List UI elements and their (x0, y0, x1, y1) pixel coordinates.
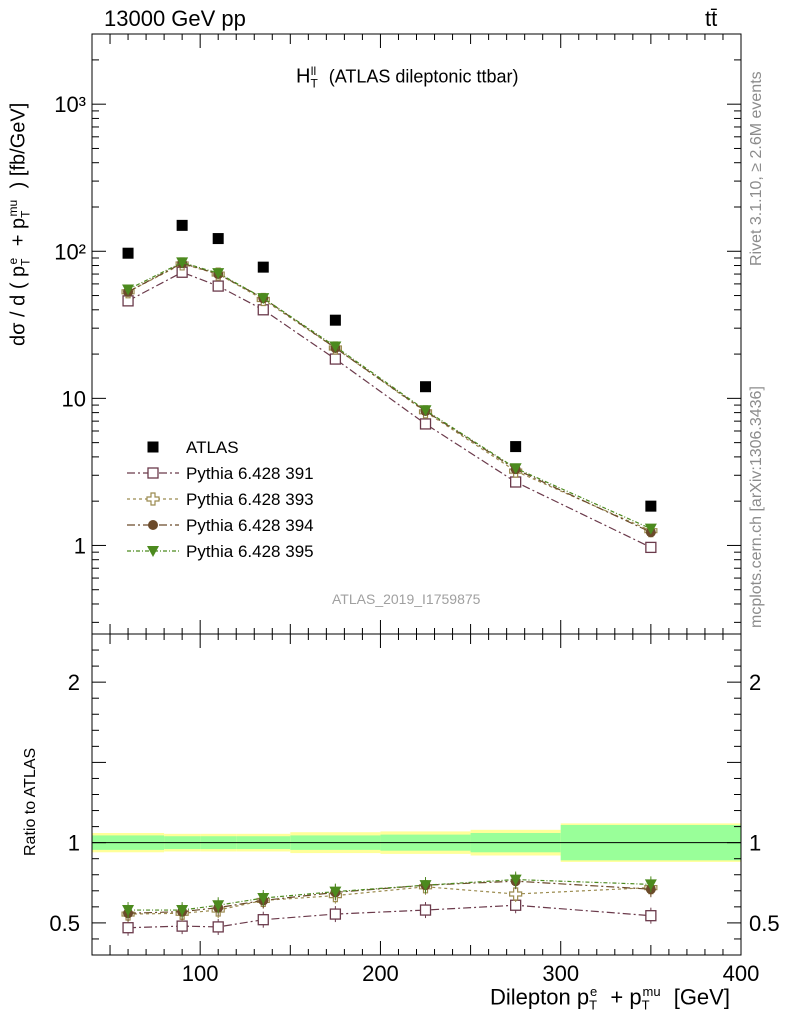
ratio-ytick-label-left: 2 (68, 670, 80, 695)
ratio-ytick-label-right: 2 (749, 670, 761, 695)
main-marks (121, 219, 658, 554)
main-point-s4-7 (644, 523, 657, 535)
main-ytick-label: 10 (62, 386, 86, 411)
main-point-s0-0 (122, 247, 134, 259)
main-point-s4-3 (257, 293, 270, 305)
chart-title-main: H (296, 65, 311, 88)
x-axis-label: Dilepton pTe + pTmu [GeV] (490, 984, 730, 1013)
main-line-series-3 (127, 262, 652, 533)
main-point-s0-2 (212, 233, 224, 245)
main-ytick-label: 10² (54, 239, 86, 264)
ratio-point-s3-7 (644, 879, 657, 891)
ratio-line-series-2 (128, 880, 651, 914)
ratio-point-s3-6 (509, 874, 522, 886)
ratio-ytick-label-left: 1 (68, 831, 80, 856)
main-point-s4-0 (122, 284, 135, 296)
main-point-s0-5 (420, 381, 432, 393)
ratio-line-series-1 (128, 886, 651, 915)
main-point-s0-7 (645, 500, 657, 512)
chart-title-suffix: (ATLAS dileptonic ttbar) (328, 66, 519, 87)
main-point-s4-6 (509, 463, 522, 475)
ratio-marks (121, 871, 658, 936)
main-point-s4-2 (212, 268, 225, 280)
main-point-s0-3 (257, 261, 269, 273)
main-ytick-label: 10³ (54, 92, 86, 117)
main-line-series-4 (127, 261, 652, 530)
legend-marker-4 (147, 546, 159, 557)
axes: 1 10 10² 10³ 100 200 300 400 0.5 0.5 1 1 2 2 (49, 33, 780, 986)
ratio-line-series-3 (128, 878, 651, 911)
header-energy: 13000 GeV pp (104, 6, 246, 31)
analysis-watermark: ATLAS_2019_I1759875 (332, 591, 481, 607)
ratio-point-s3-4 (329, 886, 342, 898)
main-point-s1-6 (510, 476, 522, 488)
main-point-s4-4 (329, 341, 342, 353)
ratio-point-s3-2 (212, 900, 225, 912)
legend-label-3: Pythia 6.428 394 (186, 516, 314, 535)
main-point-s0-1 (176, 219, 188, 231)
ratio-ytick-label-right: 1 (749, 831, 761, 856)
ratio-xtick-label: 100 (182, 961, 219, 986)
chart-title-sup: ll (310, 64, 317, 78)
main-point-s1-3 (257, 304, 269, 316)
ratio-ytick-label-right: 0.5 (749, 911, 780, 936)
ratio-point-s0-7 (645, 910, 657, 922)
main-point-s4-5 (419, 405, 432, 417)
header-process: tt̄ (705, 6, 718, 31)
main-point-s4-1 (176, 257, 189, 269)
chart-title-sub: T (310, 76, 318, 91)
ratio-point-s3-5 (419, 880, 432, 892)
ratio-point-s0-4 (329, 908, 342, 920)
ratio-point-s1-6 (509, 887, 523, 901)
legend-label-0: ATLAS (186, 438, 239, 457)
legend-marker-3 (148, 520, 158, 530)
ratio-point-s3-3 (257, 893, 270, 905)
main-point-s1-7 (645, 541, 657, 554)
legend: ATLAS Pythia 6.428 391 Pythia 6.428 393 Pyt… (127, 438, 314, 561)
ratio-point-s0-5 (419, 904, 432, 916)
ratio-line-series-0 (128, 904, 651, 929)
ratio-point-s3-1 (176, 905, 189, 917)
ratio-xtick-label: 400 (723, 961, 760, 986)
ratio-xtick-label: 200 (362, 961, 399, 986)
legend-label-1: Pythia 6.428 391 (186, 464, 314, 483)
main-line-series-1 (127, 271, 652, 548)
ratio-xtick-label: 300 (542, 961, 579, 986)
legend-marker-2 (146, 492, 160, 506)
main-point-s0-6 (510, 441, 522, 453)
main-point-s1-5 (419, 418, 432, 430)
ratio-ytick-label-left: 0.5 (49, 911, 80, 936)
ratio-bands (92, 823, 741, 862)
main-point-s0-4 (329, 314, 341, 326)
chart-title: HTll (ATLAS dileptonic ttbar) (296, 64, 518, 91)
main-ytick-label: 1 (74, 533, 86, 558)
legend-marker-0 (147, 441, 159, 453)
ratio-point-s0-0 (122, 922, 134, 934)
legend-label-2: Pythia 6.428 393 (186, 490, 314, 509)
main-point-s1-2 (212, 280, 224, 292)
ratio-point-s0-3 (257, 914, 269, 926)
ratio-point-s0-2 (212, 921, 224, 933)
ratio-point-s3-0 (122, 905, 135, 917)
ratio-frame (91, 633, 742, 956)
ratio-point-s0-1 (176, 920, 188, 932)
legend-label-4: Pythia 6.428 395 (186, 542, 314, 561)
legend-marker-1 (147, 467, 159, 479)
main-point-s1-4 (329, 353, 342, 365)
